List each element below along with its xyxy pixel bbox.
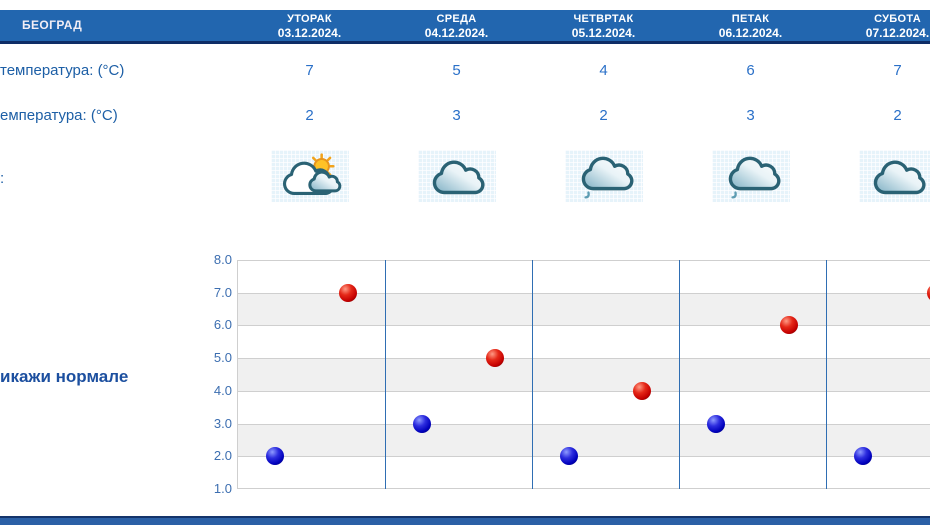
chart-gridline — [238, 292, 930, 294]
y-axis-tick-label: 5.0 — [213, 350, 232, 366]
weather-row-label: : — [0, 170, 5, 187]
chart-band — [238, 423, 930, 457]
weather-icon-cloud-drizzle — [565, 150, 643, 202]
weather-icon-cloud — [859, 150, 930, 202]
temperature-chart — [237, 260, 930, 489]
cloud-drizzle-icon — [581, 156, 634, 199]
chart-gridline — [238, 456, 930, 458]
weather-icon-cloud — [418, 150, 496, 202]
weather-icon-cloud-drizzle — [712, 150, 790, 202]
min-temp-value: 2 — [305, 107, 314, 124]
day-date: 03.12.2024. — [277, 26, 342, 40]
data-point-max — [927, 283, 930, 302]
chart-gridline — [238, 325, 930, 327]
min-temp-value: 3 — [452, 107, 461, 124]
y-axis-tick-label: 6.0 — [213, 317, 232, 333]
day-date: 05.12.2024. — [571, 26, 636, 40]
chart-band — [238, 358, 930, 391]
day-header-thursday: ЧЕТВРТАК 05.12.2024. — [530, 12, 677, 40]
bottom-bar — [0, 516, 930, 525]
min-temp-value: 3 — [746, 107, 755, 124]
y-axis-tick-label: 4.0 — [213, 382, 232, 398]
day-header-wednesday: СРЕДА 04.12.2024. — [383, 12, 530, 40]
data-point-min — [706, 414, 725, 433]
data-point-max — [633, 381, 652, 400]
chart-gridline — [238, 488, 930, 489]
cloud-icon — [432, 160, 485, 195]
cloud-icon — [873, 160, 926, 195]
min-temperature-row-label: емпература: (°C) — [0, 107, 118, 124]
max-temp-value: 6 — [746, 62, 755, 79]
day-header-tuesday: УТОРАК 03.12.2024. — [236, 12, 383, 40]
y-axis-tick-label: 3.0 — [213, 415, 232, 431]
min-temp-value: 2 — [599, 107, 608, 124]
day-name: ЧЕТВРТАК — [573, 13, 634, 25]
max-temp-value: 7 — [893, 62, 902, 79]
table-header-row: БЕОГРАД УТОРАК 03.12.2024. СРЕДА 04.12.2… — [0, 10, 930, 44]
chart-gridline — [238, 423, 930, 425]
y-axis-tick-label: 2.0 — [213, 448, 232, 464]
chart-day-divider — [679, 260, 680, 489]
chart-day-divider — [826, 260, 827, 489]
data-point-max — [780, 316, 799, 335]
day-name: ПЕТАК — [731, 13, 770, 25]
cloud-drizzle-icon — [728, 156, 781, 199]
day-name: УТОРАК — [287, 13, 332, 25]
sun-clouds-icon — [282, 153, 342, 196]
weather-icon-sun-clouds — [271, 150, 349, 202]
data-point-min — [412, 414, 431, 433]
chart-gridline — [238, 390, 930, 392]
day-name: СУБОТА — [874, 13, 921, 25]
location-title: БЕОГРАД — [22, 18, 83, 32]
y-axis-tick-label: 8.0 — [213, 252, 232, 267]
day-header-saturday: СУБОТА 07.12.2024. — [824, 12, 930, 40]
chart-day-divider — [532, 260, 533, 489]
data-point-min — [559, 447, 578, 466]
max-temp-value: 5 — [452, 62, 461, 79]
day-header-friday: ПЕТАК 06.12.2024. — [677, 12, 824, 40]
y-axis-tick-label: 7.0 — [213, 284, 232, 300]
min-temp-value: 2 — [893, 107, 902, 124]
day-date: 04.12.2024. — [424, 26, 489, 40]
day-date: 06.12.2024. — [718, 26, 783, 40]
data-point-min — [853, 447, 872, 466]
day-date: 07.12.2024. — [865, 26, 930, 40]
max-temperature-row-label: температура: (°C) — [0, 62, 125, 79]
show-normals-link[interactable]: икажи нормале — [0, 367, 129, 386]
data-point-min — [265, 447, 284, 466]
chart-gridline — [238, 358, 930, 360]
max-temp-value: 7 — [305, 62, 314, 79]
chart-day-divider — [385, 260, 386, 489]
chart-y-axis-labels: 8.0 7.0 6.0 5.0 4.0 3.0 2.0 1.0 — [190, 252, 232, 496]
chart-gridline — [238, 260, 930, 261]
day-name: СРЕДА — [436, 13, 477, 25]
y-axis-tick-label: 1.0 — [213, 481, 232, 496]
max-temp-value: 4 — [599, 62, 608, 79]
data-point-max — [339, 283, 358, 302]
data-point-max — [486, 349, 505, 368]
